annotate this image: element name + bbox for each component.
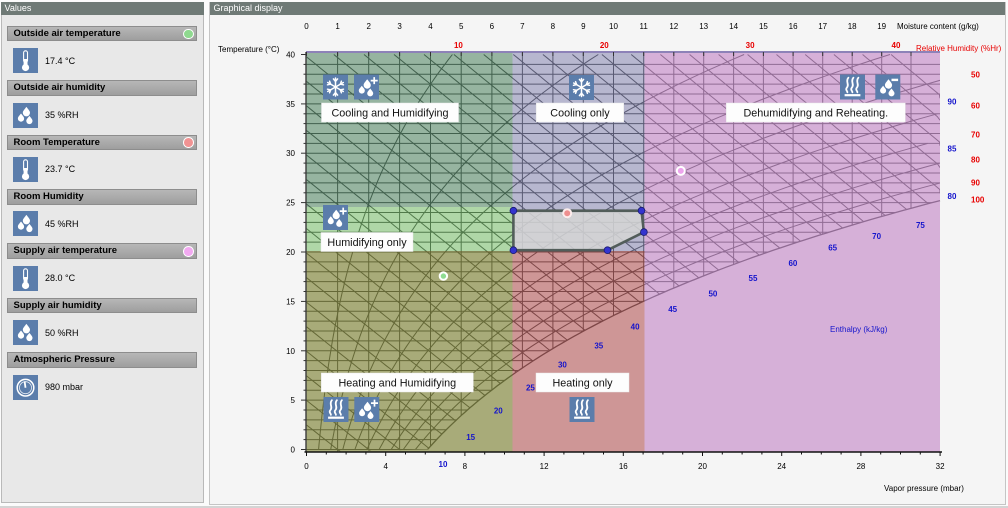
svg-text:40: 40 — [892, 41, 901, 50]
svg-text:30: 30 — [558, 361, 567, 370]
svg-text:35: 35 — [594, 342, 603, 351]
svg-text:5: 5 — [291, 396, 296, 405]
svg-text:3: 3 — [397, 22, 402, 31]
svg-text:16: 16 — [619, 462, 628, 471]
svg-text:75: 75 — [916, 221, 925, 230]
svg-text:65: 65 — [828, 244, 837, 253]
svg-text:12: 12 — [669, 22, 678, 31]
svg-text:10: 10 — [454, 41, 463, 50]
svg-text:28: 28 — [856, 462, 865, 471]
svg-text:7: 7 — [520, 22, 525, 31]
svg-text:10: 10 — [439, 460, 448, 469]
svg-text:70: 70 — [971, 131, 980, 140]
svg-text:4: 4 — [428, 22, 433, 31]
svg-text:5: 5 — [459, 22, 464, 31]
svg-text:25: 25 — [526, 384, 535, 393]
svg-text:Relative Humidity (%Hr): Relative Humidity (%Hr) — [916, 44, 1002, 53]
svg-text:80: 80 — [971, 156, 980, 165]
svg-text:45: 45 — [668, 305, 677, 314]
svg-text:17: 17 — [818, 22, 827, 31]
svg-text:11: 11 — [640, 22, 649, 31]
svg-text:25: 25 — [286, 199, 295, 208]
svg-text:9: 9 — [581, 22, 586, 31]
svg-text:70: 70 — [872, 232, 881, 241]
svg-text:1: 1 — [335, 22, 340, 31]
svg-text:15: 15 — [759, 22, 768, 31]
svg-text:0: 0 — [291, 446, 296, 455]
svg-text:10: 10 — [286, 347, 295, 356]
svg-text:24: 24 — [777, 462, 786, 471]
svg-text:Cooling and Humidifying: Cooling and Humidifying — [331, 107, 448, 119]
svg-text:4: 4 — [383, 462, 388, 471]
svg-text:16: 16 — [789, 22, 798, 31]
svg-text:Moisture content (g/kg): Moisture content (g/kg) — [897, 22, 979, 31]
svg-text:8: 8 — [463, 462, 468, 471]
svg-text:Enthalpy (kJ/kg): Enthalpy (kJ/kg) — [830, 325, 888, 334]
svg-text:0: 0 — [304, 22, 309, 31]
svg-text:80: 80 — [948, 192, 957, 201]
svg-text:35: 35 — [286, 100, 295, 109]
svg-text:20: 20 — [286, 248, 295, 257]
svg-text:50: 50 — [971, 71, 980, 80]
svg-text:2: 2 — [366, 22, 371, 31]
svg-text:40: 40 — [286, 51, 295, 60]
svg-text:6: 6 — [490, 22, 495, 31]
svg-text:50: 50 — [708, 289, 717, 298]
svg-text:19: 19 — [877, 22, 886, 31]
svg-text:20: 20 — [600, 41, 609, 50]
svg-text:Heating and Humidifying: Heating and Humidifying — [338, 377, 456, 389]
svg-text:20: 20 — [698, 462, 707, 471]
svg-text:10: 10 — [609, 22, 618, 31]
svg-text:Dehumidifying and Reheating.: Dehumidifying and Reheating. — [743, 107, 888, 119]
svg-text:12: 12 — [540, 462, 549, 471]
svg-text:100: 100 — [971, 196, 985, 205]
svg-text:13: 13 — [699, 22, 708, 31]
svg-text:90: 90 — [971, 179, 980, 188]
svg-text:55: 55 — [749, 274, 758, 283]
svg-text:14: 14 — [729, 22, 738, 31]
svg-text:30: 30 — [746, 41, 755, 50]
svg-text:32: 32 — [936, 462, 945, 471]
svg-text:60: 60 — [971, 102, 980, 111]
svg-text:30: 30 — [286, 149, 295, 158]
svg-text:60: 60 — [788, 259, 797, 268]
svg-text:Humidifying only: Humidifying only — [327, 237, 407, 249]
svg-text:8: 8 — [551, 22, 556, 31]
svg-text:Temperature (°C): Temperature (°C) — [218, 45, 280, 54]
svg-text:18: 18 — [848, 22, 857, 31]
svg-text:15: 15 — [466, 433, 475, 442]
svg-text:Vapor pressure (mbar): Vapor pressure (mbar) — [884, 484, 964, 493]
svg-text:Cooling only: Cooling only — [550, 107, 610, 119]
svg-text:15: 15 — [286, 297, 295, 306]
svg-text:40: 40 — [631, 323, 640, 332]
svg-text:90: 90 — [948, 97, 957, 106]
svg-text:20: 20 — [494, 406, 503, 415]
svg-text:0: 0 — [304, 462, 309, 471]
svg-text:Heating only: Heating only — [552, 377, 613, 389]
svg-text:85: 85 — [948, 145, 957, 154]
